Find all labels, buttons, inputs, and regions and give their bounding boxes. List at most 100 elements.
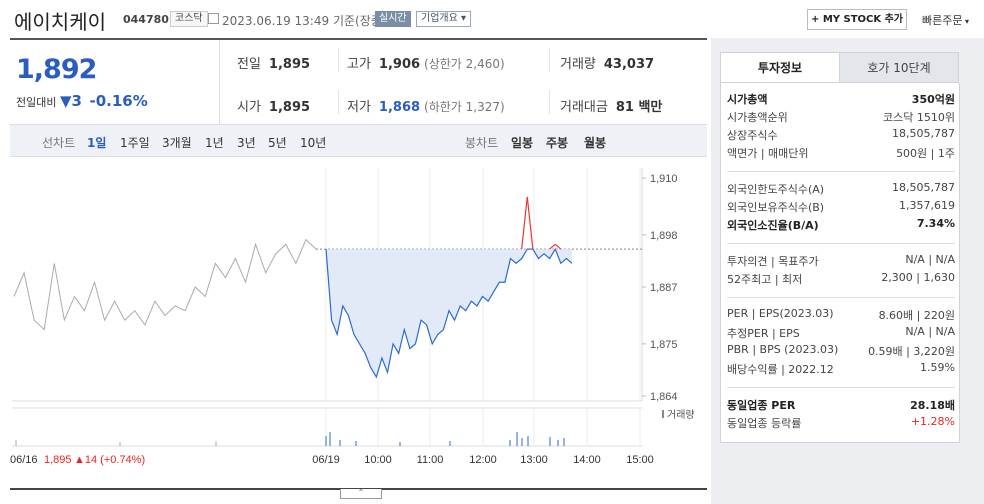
tab-3year[interactable]: 3년 (237, 136, 256, 150)
prev-day-close: 1,895 (44, 454, 72, 466)
info-tabs: 투자정보 호가 10단계 (720, 52, 960, 83)
tab-1year[interactable]: 1년 (205, 136, 224, 150)
stat-prev-close: 전일 1,895 (237, 57, 311, 72)
info-row-label: 액면가 | 매매단위 (727, 147, 809, 160)
info-row-label: 투자의견 | 목표주가 (727, 255, 819, 268)
stock-name: 에이치케이 (14, 10, 106, 34)
info-row: 외국인소진율(B/A) 7.34% (727, 215, 955, 233)
divider (727, 297, 955, 298)
current-price: 1,892 (16, 54, 97, 85)
down-triangle-icon: ▼ (59, 92, 72, 110)
info-row-label: 상장주식수 (727, 129, 778, 142)
y-tick-label: 1,875 (650, 339, 678, 351)
quote-datetime: 2023.06.19 13:49 기준(장중) (222, 14, 387, 28)
today-line-above (549, 243, 556, 250)
info-row-label: 외국인보유주식수(B) (727, 201, 825, 214)
info-row: PBR | BPS (2023.03) 0.59배 | 3,220원 (727, 341, 955, 359)
clock-icon (208, 13, 219, 24)
tab-5year[interactable]: 5년 (268, 136, 287, 150)
price-change: 전일대비 ▼3 -0.16% (16, 92, 148, 110)
divider (338, 90, 339, 114)
add-mystock-button[interactable]: + MY STOCK 추가 (807, 9, 907, 30)
prev-day-line (13, 238, 317, 331)
x-tick-label: 11:00 (417, 454, 444, 466)
info-row-value: 350억원 (911, 93, 955, 106)
divider (727, 387, 955, 388)
stat-amount: 거래대금 81 백만 (560, 100, 663, 115)
volume-legend: 거래량 (667, 409, 695, 421)
info-row: 시가총액 350억원 (727, 89, 955, 107)
tab-weekly-candle[interactable]: 주봉 (546, 136, 569, 150)
info-row: 52주최고 | 최저 2,300 | 1,630 (727, 269, 955, 287)
info-row-value: 1.59% (920, 361, 955, 374)
info-row-value: 코스닥 1510위 (883, 111, 955, 124)
intraday-chart: 1,910 1,898 1,887 1,875 1,864 06/19 10:00 11:0… (10, 158, 707, 488)
expand-chart-button[interactable]: ⌃ (340, 489, 382, 499)
chevron-down-icon: ▾ (962, 17, 970, 26)
below-close-area (326, 249, 572, 378)
y-tick-label: 1,864 (650, 391, 678, 403)
y-tick-label: 1,898 (650, 230, 678, 242)
x-tick-label: 14:00 (573, 454, 601, 466)
info-row-value: N/A | N/A (905, 325, 955, 338)
tab-orderbook-10[interactable]: 호가 10단계 (839, 52, 959, 83)
stat-volume: 거래량 43,037 (560, 57, 655, 72)
y-tick-label: 1,910 (650, 173, 678, 185)
info-row-value: 8.60배 | 220원 (878, 309, 955, 322)
prev-day-date: 06/16 (10, 454, 38, 466)
info-row: 배당수익률 | 2022.12 1.59% (727, 359, 955, 377)
stock-header: 에이치케이 044780 코스닥 2023.06.19 13:49 기준(장중)… (0, 0, 984, 38)
info-row: 외국인보유주식수(B) 1,357,619 (727, 197, 955, 215)
info-row-label: PER | EPS(2023.03) (727, 307, 834, 320)
divider (10, 38, 707, 40)
tab-10year[interactable]: 10년 (300, 136, 327, 150)
tab-3month[interactable]: 3개월 (162, 136, 192, 150)
tab-monthly-candle[interactable]: 월봉 (584, 136, 607, 150)
chart-footer: ⌃ (10, 488, 707, 504)
x-tick-label: 12:00 (469, 454, 497, 466)
today-line-above (554, 243, 562, 250)
stock-code: 044780 (123, 13, 169, 26)
prev-day-change: ▲14 (+0.74%) (74, 454, 145, 466)
info-row-label: PBR | BPS (2023.03) (727, 343, 839, 356)
company-overview-dropdown[interactable]: 기업개요 ▾ (416, 11, 472, 27)
stat-open: 시가 1,895 (237, 100, 311, 115)
info-row: 액면가 | 매매단위 500원 | 1주 (727, 143, 955, 161)
x-tick-label: 10:00 (364, 454, 392, 466)
tab-1week[interactable]: 1주일 (120, 136, 150, 150)
info-row: 시가총액순위 코스닥 1510위 (727, 107, 955, 125)
divider (338, 48, 339, 72)
info-row-label: 시가총액순위 (727, 111, 788, 124)
info-row: 외국인한도주식수(A) 18,505,787 (727, 179, 955, 197)
x-tick-label: 06/19 (312, 454, 340, 466)
today-line-below (325, 247, 573, 379)
info-row: 추정PER | EPS N/A | N/A (727, 323, 955, 341)
info-row-label: 외국인한도주식수(A) (727, 183, 825, 196)
info-row-value: 7.34% (916, 217, 955, 230)
info-row-label: 추정PER | EPS (727, 327, 800, 340)
x-tick-label: 13:00 (520, 454, 548, 466)
candle-chart-label: 봉차트 (465, 136, 499, 150)
info-row-value: 500원 | 1주 (896, 147, 955, 160)
realtime-badge[interactable]: 실시간 (375, 11, 411, 27)
info-row-label: 동일업종 PER (727, 399, 796, 412)
divider (549, 90, 550, 114)
market-badge: 코스닥 (170, 11, 208, 27)
quick-order-button[interactable]: 빠른주문 ▾ (922, 14, 970, 27)
stat-high: 고가 1,906 (상한가 2,460) (347, 57, 505, 72)
info-row-value: 2,300 | 1,630 (881, 271, 955, 284)
line-chart-label: 선차트 (42, 136, 76, 150)
info-row-value: 0.59배 | 3,220원 (868, 345, 955, 358)
divider (727, 171, 955, 172)
price-chart-svg: 1,910 1,898 1,887 1,875 1,864 06/19 10:00 11:0… (10, 168, 695, 466)
chevron-up-icon: ⌃ (357, 488, 365, 497)
stat-low: 저가 1,868 (하한가 1,327) (347, 100, 505, 115)
tab-daily-candle[interactable]: 일봉 (511, 136, 534, 150)
info-row: 동일업종 등락률 +1.28% (727, 413, 955, 431)
tab-1day[interactable]: 1일 (87, 136, 107, 150)
tab-investment-info[interactable]: 투자정보 (720, 52, 840, 83)
info-row-value: 18,505,787 (892, 127, 955, 140)
volume-legend-swatch (662, 410, 664, 418)
